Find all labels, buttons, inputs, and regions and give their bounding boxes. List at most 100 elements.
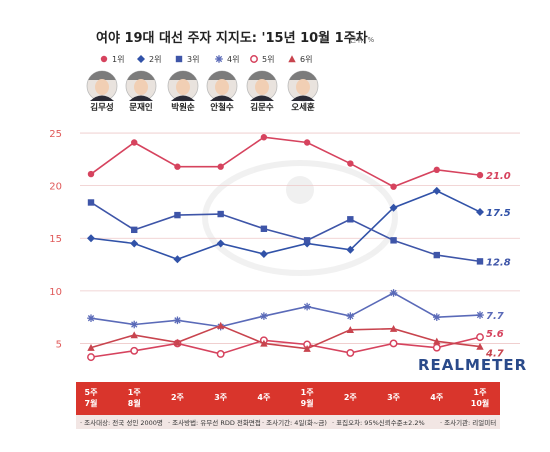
marker-square (217, 210, 224, 218)
avatar-face (176, 79, 190, 95)
marker-diamond (173, 255, 182, 264)
marker-stroke (303, 303, 311, 310)
watermark-emblem (202, 160, 398, 276)
marker-square (433, 251, 440, 259)
candidate-name: 김무성 (90, 102, 113, 113)
marker-diamond (259, 250, 268, 259)
x-tick-label: 2주 (344, 393, 358, 402)
series-lines (87, 134, 484, 362)
avatar-face (296, 79, 310, 95)
marker-square (303, 237, 311, 244)
series-안철수 (87, 289, 484, 331)
end-value-label: 5.6 (486, 329, 504, 340)
marker-asterisk (215, 55, 223, 63)
avatar-suit (90, 95, 114, 101)
x-tick-label: 4주 (257, 393, 271, 402)
chart-title: 여야 19대 대선 주자 지지도: '15년 10월 1주차 (96, 30, 368, 46)
marker-diamond (216, 239, 225, 248)
y-tick-label: 25 (49, 129, 62, 140)
marker-diamond (137, 55, 145, 63)
marker-open-circle (389, 339, 398, 348)
marker-stroke (433, 313, 440, 321)
marker-square (175, 55, 183, 63)
marker-asterisk (432, 313, 441, 321)
marker-stroke (347, 312, 354, 320)
marker-diamond (87, 234, 95, 243)
marker-stroke (215, 55, 223, 63)
marker-triangle (87, 343, 95, 351)
avatar (246, 70, 278, 102)
marker-asterisk (130, 320, 139, 329)
series-박원순 (87, 199, 484, 265)
marker-asterisk (476, 311, 484, 319)
brand-logo: REALMETER (418, 356, 527, 374)
series-line (90, 201, 481, 263)
marker-square (174, 211, 181, 219)
candidate-name: 문재인 (129, 102, 153, 113)
avatar-suit (250, 95, 274, 101)
marker-square (476, 258, 484, 265)
marker-circle (390, 183, 397, 190)
x-tick-label: 4주 (430, 393, 444, 402)
marker-stroke (390, 289, 397, 297)
series-line (90, 136, 481, 188)
marker-square (390, 237, 397, 244)
marker-open-circle (346, 348, 355, 357)
series-문재인 (87, 186, 484, 264)
x-tick-label: 3주 (387, 393, 401, 402)
avatar-suit (291, 95, 315, 101)
marker-diamond (346, 245, 355, 254)
y-tick-label: 10 (49, 287, 62, 298)
marker-open-circle (432, 343, 441, 352)
series-line (90, 190, 481, 261)
avatar (287, 70, 319, 102)
marker-circle (476, 171, 484, 179)
avatar-face (134, 79, 148, 95)
avatar-suit (129, 95, 153, 101)
marker-triangle (260, 339, 268, 347)
avatar-hair (87, 71, 117, 80)
marker-circle (303, 139, 311, 146)
marker-diamond (130, 239, 139, 248)
x-tick-label: 1주 (128, 388, 142, 397)
marker-triangle (346, 326, 355, 333)
avatar-hair (126, 71, 156, 80)
avatar-hair (207, 71, 237, 80)
marker-diamond (389, 203, 398, 212)
legend-label: 2위 (149, 55, 161, 64)
marker-circle (87, 170, 95, 178)
marker-triangle (303, 345, 311, 352)
marker-diamond (432, 186, 441, 195)
series-line (90, 292, 481, 328)
x-tick-label: 1주 (301, 388, 315, 397)
avatar-suit (171, 95, 195, 101)
marker-asterisk (389, 289, 398, 297)
unit-label: 단위: % (350, 35, 374, 44)
marker-circle (433, 166, 440, 174)
x-tick-label: 3주 (214, 393, 228, 402)
marker-square (87, 199, 95, 206)
marker-open-circle (216, 350, 225, 358)
footer-bar (76, 415, 500, 429)
marker-circle (217, 163, 224, 170)
footer-item: · 조사기관: 리얼미터 (440, 418, 496, 427)
marker-asterisk (173, 316, 182, 325)
end-value-label: 17.5 (486, 208, 511, 219)
legend: 1위 2위 3위 4위 5위 6위 (100, 55, 312, 64)
avatar (206, 70, 238, 102)
candidate-name: 박원순 (171, 102, 195, 113)
legend-label: 4위 (227, 55, 239, 64)
end-value-label: 12.8 (486, 257, 511, 268)
marker-open-circle (87, 353, 95, 362)
marker-stroke (476, 311, 484, 319)
candidate-name: 오세훈 (291, 102, 315, 113)
avatar (167, 70, 199, 102)
series-김무성 (87, 134, 484, 190)
series-오세훈 (87, 321, 484, 352)
marker-circle (347, 160, 354, 167)
marker-triangle (476, 342, 484, 350)
marker-stroke (131, 321, 138, 328)
footer-item: · 조사방법: 유무선 RDD 전화면접 (168, 418, 261, 427)
marker-asterisk (260, 312, 268, 320)
avatar-face (215, 79, 229, 95)
